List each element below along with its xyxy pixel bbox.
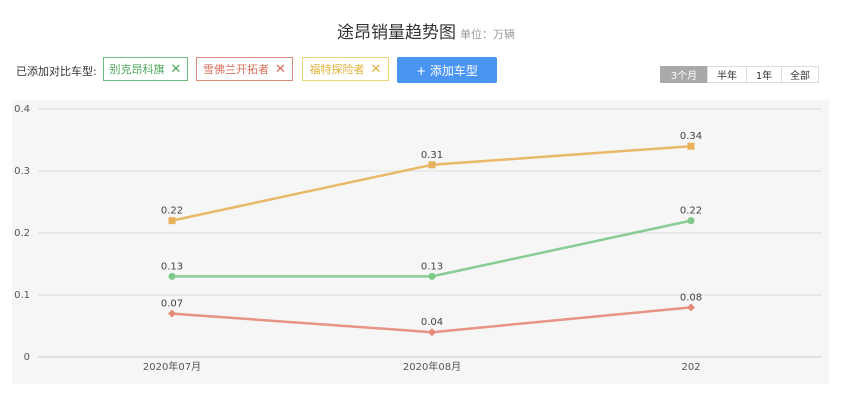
range-half-year[interactable]: 半年 [707, 66, 747, 83]
data-label: 0.22 [161, 206, 183, 217]
x-tick-label: 2020年08月 [403, 360, 461, 373]
chip-label: 别克昂科旗 [109, 63, 165, 76]
y-tick-label: 0 [24, 352, 30, 363]
compare-chip-buick: 别克昂科旗 ✕ [103, 57, 188, 81]
page-title: 途昂销量趋势图 [337, 23, 456, 43]
data-point [428, 161, 436, 169]
chip-label: 雪佛兰开拓者 [203, 63, 270, 76]
compare-chip-ford: 福特探险者 ✕ [302, 57, 389, 81]
x-tick-label: 2020年07月 [143, 360, 201, 373]
y-tick-label: 0.2 [14, 228, 30, 239]
compare-label: 已添加对比车型: [16, 65, 97, 78]
compare-chip-chevrolet: 雪佛兰开拓者 ✕ [196, 57, 293, 81]
time-range-selector: 3个月 半年 1年 全部 [660, 66, 819, 83]
close-icon[interactable]: ✕ [170, 61, 182, 77]
data-label: 0.13 [161, 261, 183, 272]
data-point [168, 217, 176, 225]
chip-label: 福特探险者 [309, 63, 365, 76]
data-point [687, 217, 695, 225]
chart-title: 途昂销量趋势图 单位：万辆 [0, 18, 852, 43]
data-label: 0.22 [680, 206, 702, 217]
add-model-button[interactable]: + 添加车型 [397, 57, 497, 83]
y-tick-label: 0.1 [14, 290, 30, 301]
x-tick-label: 202 [681, 362, 700, 373]
data-point [687, 303, 695, 312]
unit-label: 单位：万辆 [460, 28, 515, 41]
data-label: 0.08 [680, 292, 702, 303]
range-all[interactable]: 全部 [781, 66, 819, 83]
close-icon[interactable]: ✕ [275, 61, 286, 77]
data-label: 0.13 [421, 261, 443, 272]
y-tick-label: 0.3 [14, 166, 30, 177]
data-point [168, 272, 176, 280]
close-icon[interactable]: ✕ [370, 61, 382, 77]
y-tick-label: 0.4 [14, 104, 30, 115]
data-point [428, 272, 436, 280]
data-label: 0.04 [421, 317, 443, 328]
data-point [168, 309, 176, 318]
data-point [687, 142, 695, 150]
data-label: 0.31 [421, 150, 443, 161]
data-label: 0.07 [161, 299, 183, 310]
data-label: 0.34 [680, 131, 702, 142]
data-point [428, 328, 436, 337]
